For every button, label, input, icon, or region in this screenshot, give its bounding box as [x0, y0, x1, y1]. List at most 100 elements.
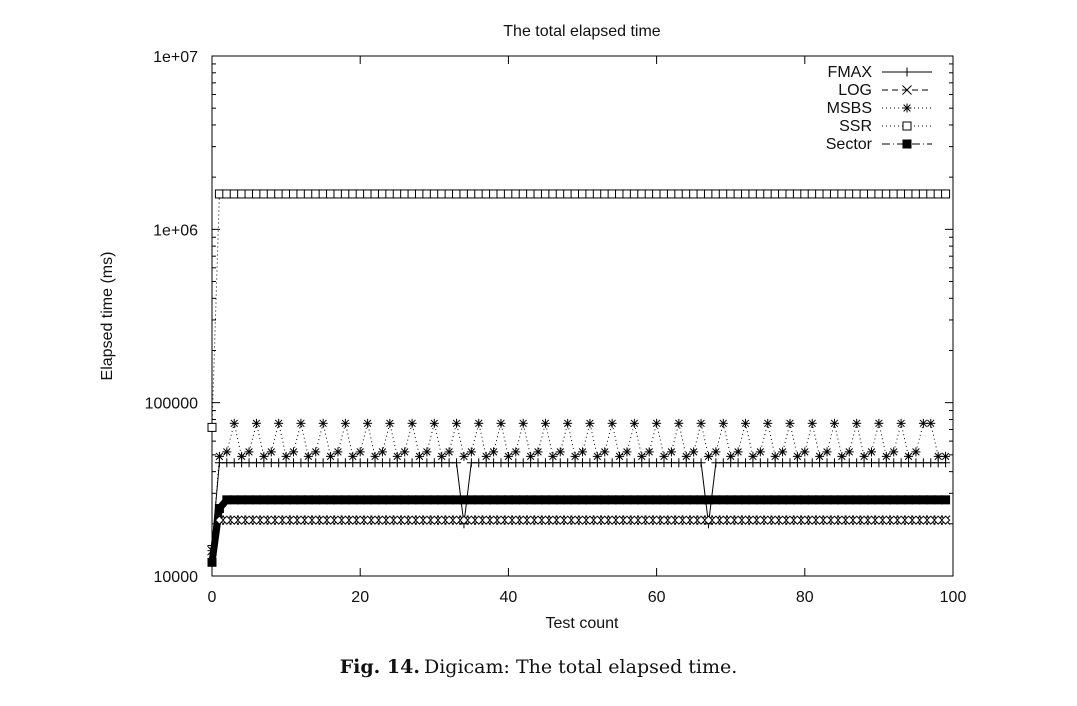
point-msbs	[674, 418, 684, 428]
point-msbs	[385, 418, 395, 428]
point-msbs	[518, 418, 528, 428]
point-msbs	[689, 447, 699, 457]
point-ssr	[666, 189, 676, 199]
point-sector	[815, 495, 825, 505]
point-sector	[370, 495, 380, 505]
point-log-diamond	[763, 515, 773, 525]
chart-title: The total elapsed time	[503, 23, 661, 40]
x-tick-label: 40	[500, 589, 518, 606]
point-log-diamond	[681, 515, 691, 525]
point-msbs	[652, 418, 662, 428]
point-log-diamond	[822, 515, 832, 525]
point-sector	[414, 495, 424, 505]
point-sector	[526, 495, 536, 505]
point-log-diamond	[548, 515, 558, 525]
point-sector	[207, 557, 217, 567]
point-sector	[548, 495, 558, 505]
point-log-diamond	[622, 515, 632, 525]
point-sector	[807, 495, 817, 505]
point-log-diamond	[592, 515, 603, 525]
point-ssr	[703, 189, 713, 199]
point-log-diamond	[244, 515, 254, 525]
point-ssr	[904, 189, 914, 199]
point-ssr	[689, 189, 699, 199]
point-sector	[904, 495, 914, 505]
point-log-diamond	[451, 515, 462, 525]
point-ssr	[422, 189, 432, 199]
point-fmax	[696, 458, 706, 468]
point-msbs	[844, 447, 854, 457]
point-msbs	[644, 447, 654, 457]
point-log-diamond	[770, 515, 780, 525]
point-sector	[592, 495, 602, 505]
point-ssr	[474, 189, 484, 199]
point-ssr	[355, 189, 365, 199]
point-log-diamond	[555, 515, 565, 525]
point-sector	[918, 495, 928, 505]
legend-label-fmax: FMAX	[828, 64, 873, 81]
point-ssr	[815, 189, 825, 199]
point-ssr	[222, 189, 232, 199]
point-log-diamond	[533, 515, 543, 525]
point-sector	[681, 495, 691, 505]
point-sector	[333, 495, 343, 505]
point-log-diamond	[288, 515, 299, 525]
point-sector	[563, 495, 573, 505]
point-ssr	[370, 189, 380, 199]
point-ssr	[607, 189, 617, 199]
point-msbs	[763, 418, 773, 428]
point-log-diamond	[814, 515, 825, 525]
point-log-diamond	[911, 515, 921, 525]
point-ssr	[874, 189, 884, 199]
point-ssr	[785, 189, 795, 199]
point-fmax	[452, 458, 462, 468]
point-log-diamond	[251, 515, 262, 525]
point-msbs	[733, 447, 743, 457]
point-ssr	[333, 189, 343, 199]
point-log-diamond	[725, 515, 736, 525]
point-log-diamond	[674, 515, 684, 525]
point-sector	[259, 495, 269, 505]
point-msbs	[540, 418, 550, 428]
point-msbs	[859, 451, 869, 461]
legend-label-msbs: MSBS	[827, 100, 872, 117]
point-log-diamond	[933, 515, 943, 525]
point-log-diamond	[422, 515, 432, 525]
point-ssr	[755, 189, 765, 199]
point-ssr	[340, 189, 350, 199]
point-sector	[941, 495, 951, 505]
point-sector	[466, 495, 476, 505]
point-log-diamond	[340, 515, 351, 525]
series-sector	[207, 495, 951, 567]
point-sector	[852, 495, 862, 505]
legend-marker-sector	[902, 139, 912, 149]
y-tick-label: 1e+07	[153, 49, 198, 66]
point-msbs	[414, 451, 424, 461]
point-msbs	[429, 418, 439, 428]
point-ssr	[800, 189, 810, 199]
point-log-diamond	[940, 515, 951, 525]
point-msbs	[585, 418, 595, 428]
point-ssr	[303, 189, 313, 199]
point-msbs	[392, 451, 402, 461]
point-log-diamond	[740, 515, 751, 525]
point-msbs	[911, 447, 921, 457]
point-ssr	[941, 189, 951, 199]
legend-marker-msbs	[902, 103, 912, 113]
point-ssr	[615, 189, 625, 199]
point-log-diamond	[311, 515, 321, 525]
series-layer	[207, 189, 951, 567]
point-msbs	[289, 447, 299, 457]
point-sector	[452, 495, 462, 505]
point-ssr	[274, 189, 284, 199]
point-msbs	[466, 447, 476, 457]
figure-caption: Fig. 14. Digicam: The total elapsed time.	[0, 656, 1077, 678]
point-msbs	[822, 447, 832, 457]
point-ssr	[496, 189, 506, 199]
point-msbs	[370, 451, 380, 461]
point-ssr	[555, 189, 565, 199]
point-sector	[400, 495, 410, 505]
point-sector	[822, 495, 832, 505]
legend-label-log: LOG	[838, 82, 872, 99]
point-ssr	[348, 189, 358, 199]
